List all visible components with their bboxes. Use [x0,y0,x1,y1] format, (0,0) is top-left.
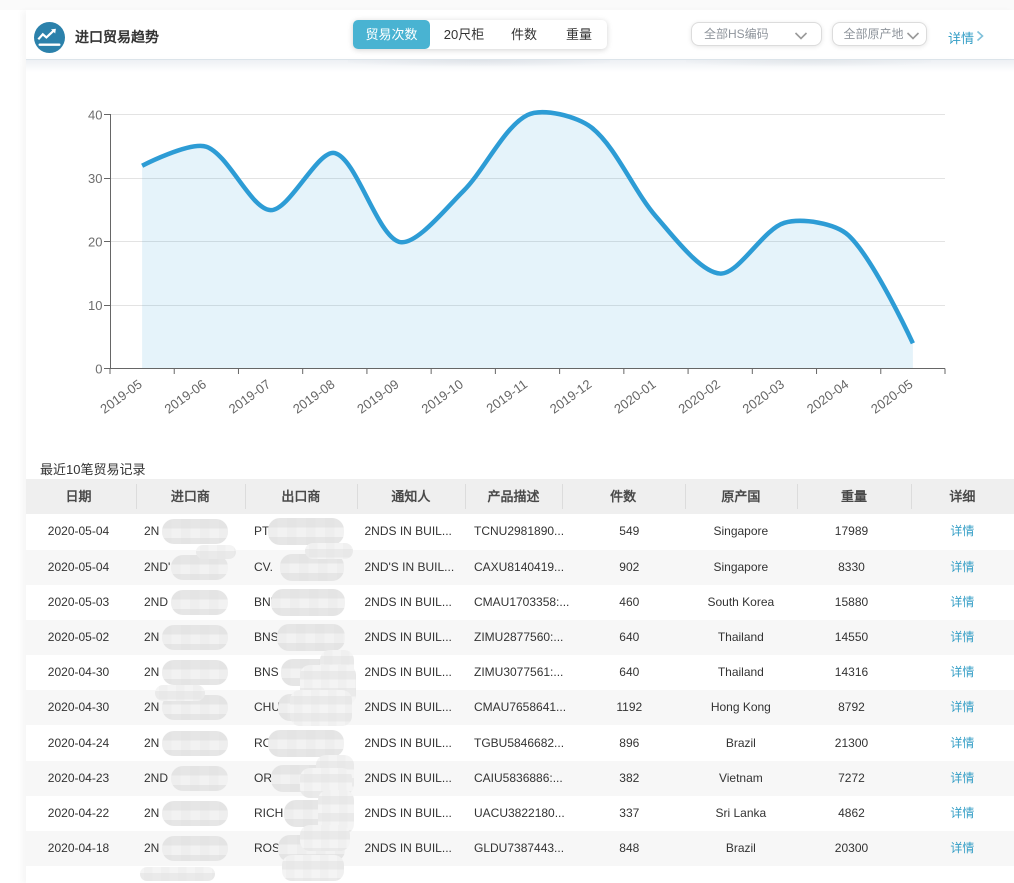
svg-text:2019-05: 2019-05 [97,376,144,416]
svg-text:10: 10 [88,298,102,313]
svg-text:2020-04: 2020-04 [804,376,851,416]
svg-text:2019-09: 2019-09 [354,376,401,416]
svg-text:30: 30 [88,171,102,186]
svg-text:2020-05: 2020-05 [868,376,915,416]
svg-text:2019-08: 2019-08 [290,376,337,416]
svg-text:2019-12: 2019-12 [547,376,594,416]
svg-text:2019-07: 2019-07 [226,376,273,416]
svg-text:2020-02: 2020-02 [675,376,722,416]
svg-text:40: 40 [88,107,102,122]
svg-text:2019-10: 2019-10 [419,376,466,416]
svg-text:2019-11: 2019-11 [484,376,531,416]
svg-text:20: 20 [88,235,102,250]
svg-text:2020-03: 2020-03 [740,376,787,416]
svg-text:2020-01: 2020-01 [611,376,658,416]
svg-text:0: 0 [95,361,102,376]
svg-text:2019-06: 2019-06 [162,376,209,416]
